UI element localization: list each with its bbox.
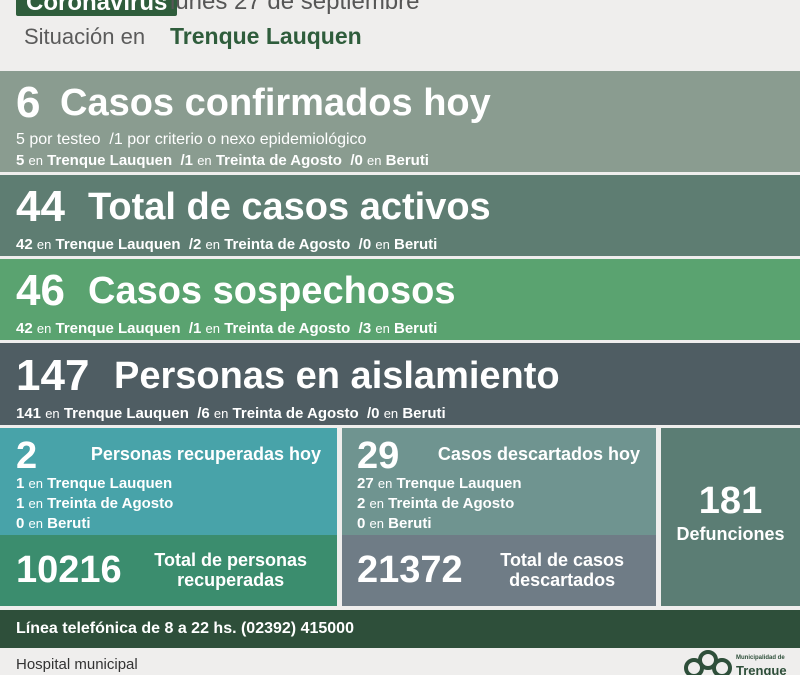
logo-small-text: Municipalidad de <box>736 655 785 661</box>
discarded-line-2: 2 en Treinta de Agosto <box>357 495 515 512</box>
phone-line-bar: Línea telefónica de 8 a 22 hs. (02392) 4… <box>0 610 800 648</box>
recovered-line-2: 1 en Treinta de Agosto <box>16 495 174 512</box>
recovered-total-number: 10216 <box>16 549 122 591</box>
recovered-line-1: 1 en Trenque Lauquen <box>16 475 173 492</box>
recovered-today-card: 2 Personas recuperadas hoy 1 en Trenque … <box>0 428 337 535</box>
confirmed-number: 6 <box>16 78 41 127</box>
confirmed-cases-band: 6 Casos confirmados hoy 5 por testeo /1 … <box>0 71 800 172</box>
confirmed-title: Casos confirmados hoy <box>60 82 491 124</box>
recovered-total-title: Total de personas recuperadas <box>154 550 307 590</box>
recovered-line-3: 0 en Beruti <box>16 515 91 532</box>
hospital-label: Hospital municipal <box>16 656 138 673</box>
deaths-label: Defunciones <box>676 524 785 544</box>
recovered-total-card: 10216 Total de personas recuperadas <box>0 535 337 606</box>
isolation-title: Personas en aislamiento <box>114 355 560 397</box>
location-name: Trenque Lauquen <box>170 23 362 49</box>
discarded-total-title: Total de casos descartados <box>500 550 624 590</box>
isolation-location-line: 141 en Trenque Lauquen /6 en Treinta de … <box>16 405 446 422</box>
suspected-number: 46 <box>16 266 65 315</box>
deaths-number: 181 <box>698 480 763 522</box>
suspected-location-line: 42 en Trenque Lauquen /1 en Treinta de A… <box>16 320 438 337</box>
active-title: Total de casos activos <box>88 186 491 228</box>
discarded-today-title: Casos descartados hoy <box>437 444 640 464</box>
report-date: lunes 27 de septiembre <box>170 0 420 15</box>
discarded-line-3: 0 en Beruti <box>357 515 432 532</box>
logo-rings-icon <box>684 650 732 675</box>
header: Coronavirus lunes 27 de septiembre Situa… <box>0 0 800 70</box>
discarded-today-card: 29 Casos descartados hoy 27 en Trenque L… <box>342 428 656 535</box>
location-label: Situación en <box>24 24 146 49</box>
isolation-band: 147 Personas en aislamiento 141 en Trenq… <box>0 343 800 425</box>
active-number: 44 <box>16 182 65 231</box>
municipality-logo: Municipalidad de Trenque <box>682 648 800 675</box>
discarded-line-1: 27 en Trenque Lauquen <box>357 475 522 492</box>
suspected-title: Casos sospechosos <box>88 270 456 312</box>
coronavirus-tag: Coronavirus <box>16 0 178 16</box>
active-location-line: 42 en Trenque Lauquen /2 en Treinta de A… <box>16 236 438 253</box>
discarded-total-card: 21372 Total de casos descartados <box>342 535 656 606</box>
logo-big-text: Trenque <box>736 663 787 675</box>
active-cases-band: 44 Total de casos activos 42 en Trenque … <box>0 175 800 256</box>
discarded-today-number: 29 <box>357 435 400 477</box>
deaths-card: 181 Defunciones <box>661 428 800 606</box>
recovered-today-title: Personas recuperadas hoy <box>90 444 321 464</box>
confirmed-method-line: 5 por testeo /1 por criterio o nexo epid… <box>16 131 367 148</box>
recovered-today-number: 2 <box>16 435 38 477</box>
confirmed-location-line: 5 en Trenque Lauquen /1 en Treinta de Ag… <box>16 152 429 169</box>
suspected-cases-band: 46 Casos sospechosos 42 en Trenque Lauqu… <box>0 259 800 340</box>
isolation-number: 147 <box>16 351 90 400</box>
discarded-total-number: 21372 <box>357 549 463 591</box>
